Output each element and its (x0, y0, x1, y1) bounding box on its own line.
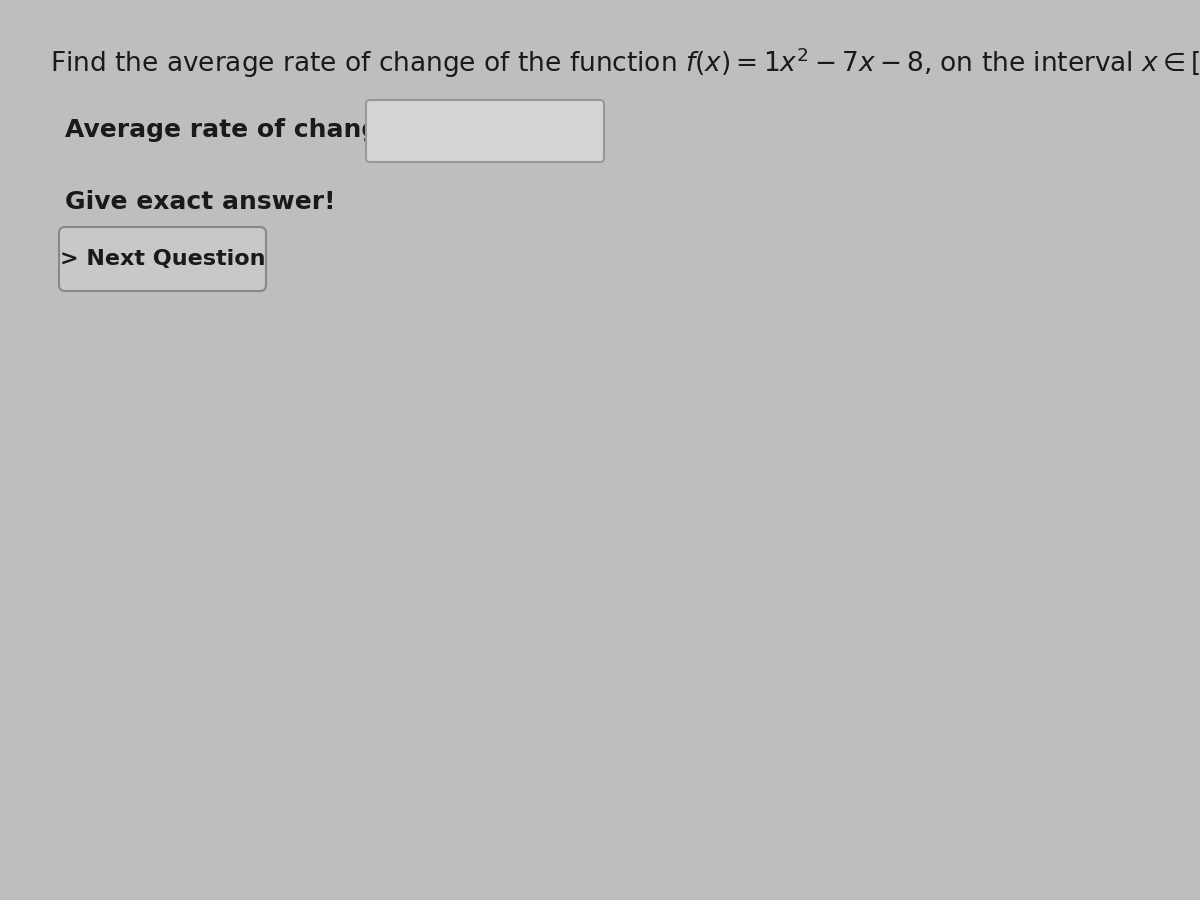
FancyBboxPatch shape (366, 100, 604, 162)
Text: Give exact answer!: Give exact answer! (65, 190, 336, 214)
Text: > Next Question: > Next Question (60, 249, 265, 269)
FancyBboxPatch shape (59, 227, 266, 291)
Text: Find the average rate of change of the function $f(x) = 1x^2 - 7x - 8$, on the i: Find the average rate of change of the f… (50, 45, 1200, 79)
Text: Average rate of change =: Average rate of change = (65, 118, 426, 142)
